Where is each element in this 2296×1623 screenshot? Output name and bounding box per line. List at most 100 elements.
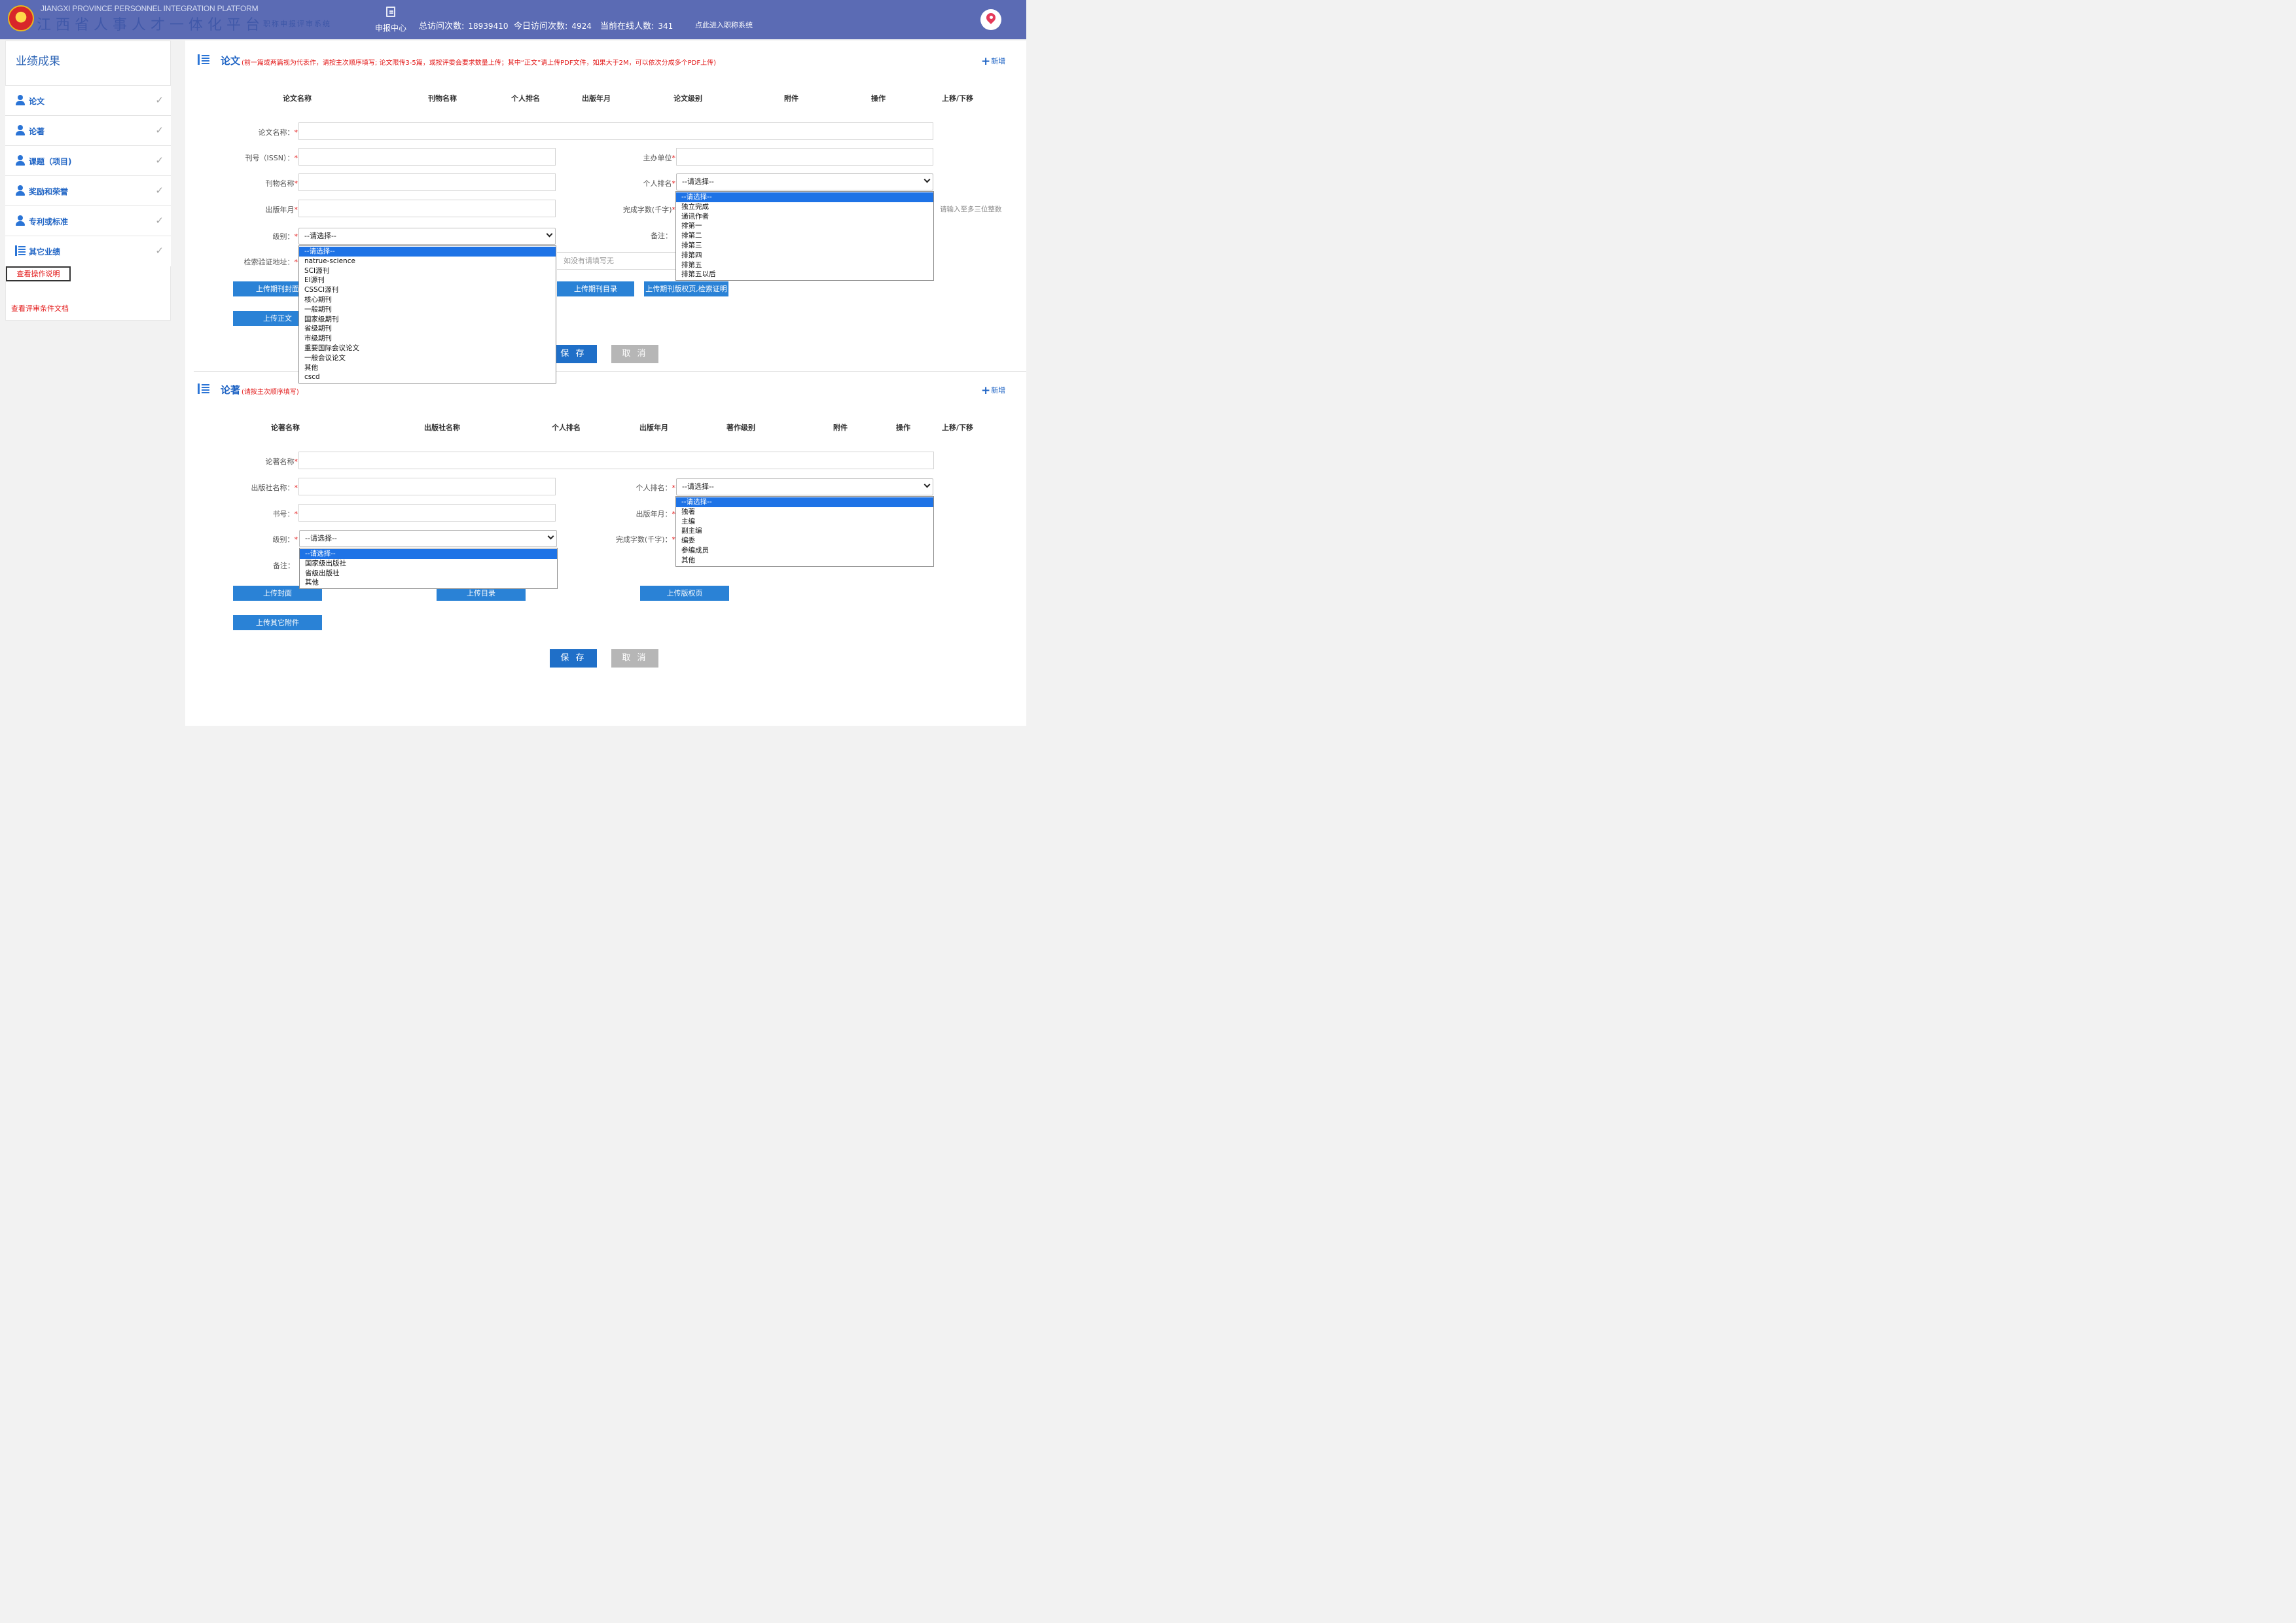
paper-name-label: 论文名称：* — [258, 128, 298, 137]
dropdown-option[interactable]: 排第四 — [681, 251, 702, 259]
book-level-select[interactable]: --请选择-- — [299, 530, 557, 547]
check-icon: ✓ — [155, 94, 164, 106]
upload-other-attachments-button[interactable]: 上传其它附件 — [233, 615, 322, 630]
dropdown-option[interactable]: 一般会议论文 — [304, 353, 346, 362]
dropdown-option[interactable]: 省级出版社 — [305, 569, 340, 577]
paper-remark-label: 备注： — [651, 232, 672, 240]
paper-sponsor-input[interactable] — [676, 148, 933, 166]
list-icon — [198, 383, 209, 394]
dropdown-option[interactable]: natrue-science — [304, 257, 355, 265]
document-icon[interactable] — [386, 7, 395, 17]
dropdown-option[interactable]: 其他 — [304, 363, 318, 372]
book-rank-dropdown: --请选择-- 独著 主编 副主编 编委 参编成员 其他 — [675, 496, 934, 567]
dropdown-option[interactable]: --请选择-- — [299, 247, 556, 257]
paper-level-select[interactable]: --请选择-- — [298, 228, 556, 245]
upload-copyright-button[interactable]: 上传版权页 — [640, 586, 729, 601]
dropdown-option[interactable]: 其他 — [305, 579, 319, 587]
sidebar-item-awards[interactable]: 奖励和荣誉 ✓ — [5, 175, 171, 205]
dropdown-option[interactable]: 省级期刊 — [304, 325, 332, 333]
dropdown-option[interactable]: 核心期刊 — [304, 295, 332, 304]
dropdown-option[interactable]: 市级期刊 — [304, 334, 332, 343]
dropdown-option[interactable]: 其他 — [681, 556, 695, 564]
paper-sponsor-label: 主办单位* — [643, 154, 676, 162]
paper-save-button[interactable]: 保 存 — [550, 345, 597, 363]
chevron-down-icon — [924, 481, 931, 488]
dropdown-option[interactable]: cscd — [304, 373, 320, 382]
dropdown-option[interactable]: --请选择-- — [676, 497, 933, 507]
chevron-down-icon — [547, 533, 554, 540]
dropdown-option[interactable]: 主编 — [681, 517, 695, 526]
book-col-header: 出版年月 — [639, 423, 668, 432]
book-add-button[interactable]: +新增 — [981, 384, 1006, 397]
dropdown-option[interactable]: 国家级出版社 — [305, 559, 346, 567]
sidebar-item-label: 其它业绩 — [29, 247, 61, 257]
dropdown-option[interactable]: 排第二 — [681, 232, 702, 240]
book-publisher-label: 出版社名称：* — [251, 484, 298, 492]
dropdown-option[interactable]: 排第一 — [681, 222, 702, 230]
paper-col-header: 论文名称 — [283, 94, 312, 103]
dropdown-option[interactable]: --请选择-- — [300, 549, 557, 559]
dropdown-option[interactable]: 排第五以后 — [681, 270, 716, 279]
user-icon — [15, 155, 25, 166]
brand-english-title: JIANGXI PROVINCE PERSONNEL INTEGRATION P… — [41, 4, 259, 13]
user-icon — [15, 185, 25, 196]
dropdown-option[interactable]: 排第五 — [681, 260, 702, 269]
paper-name-input[interactable] — [298, 122, 933, 140]
paper-cancel-button[interactable]: 取 消 — [611, 345, 658, 363]
sidebar-item-paper[interactable]: 论文 ✓ — [5, 85, 171, 115]
book-col-header: 个人排名 — [552, 423, 581, 432]
enter-title-system-link[interactable]: 点此进入职称系统 — [695, 21, 753, 29]
view-instructions-button[interactable]: 查看操作说明 — [6, 266, 71, 281]
book-cancel-button[interactable]: 取 消 — [611, 649, 658, 668]
book-col-header: 操作 — [896, 423, 910, 432]
dropdown-option[interactable]: 通讯作者 — [681, 212, 709, 221]
paper-issn-input[interactable] — [298, 148, 556, 166]
upload-journal-toc-button[interactable]: 上传期刊目录 — [557, 281, 634, 296]
upload-cover-button[interactable]: 上传封面 — [233, 586, 322, 601]
check-icon: ✓ — [155, 245, 164, 257]
paper-search-url-input[interactable]: 如没有请填写无 — [557, 252, 678, 270]
paper-rank-select[interactable]: --请选择-- — [676, 173, 933, 190]
book-isbn-label: 书号：* — [272, 510, 298, 518]
dropdown-option[interactable]: CSSCI源刊 — [304, 286, 339, 294]
book-col-header: 上移/下移 — [942, 423, 974, 432]
dropdown-option[interactable]: 排第三 — [681, 241, 702, 249]
nav-apply-center[interactable]: 申报中心 — [375, 24, 407, 33]
paper-section-note: (前一篇或两篇视为代表作，请按主次顺序填写; 论文限传3-5篇，或按评委会要求数… — [242, 60, 716, 67]
dropdown-option[interactable]: 一般期刊 — [304, 305, 332, 313]
upload-toc-button[interactable]: 上传目录 — [437, 586, 526, 601]
sidebar-item-label: 课题（项目) — [29, 157, 72, 166]
check-icon: ✓ — [155, 215, 164, 226]
paper-level-dropdown: --请选择-- natrue-science SCI源刊 EI源刊 CSSCI源… — [298, 245, 556, 384]
dropdown-option[interactable]: --请选择-- — [676, 192, 933, 202]
list-icon — [198, 54, 209, 65]
book-save-button[interactable]: 保 存 — [550, 649, 597, 668]
sidebar-item-patents[interactable]: 专利或标准 ✓ — [5, 205, 171, 236]
book-publisher-input[interactable] — [298, 478, 556, 495]
paper-add-button[interactable]: +新增 — [981, 55, 1006, 68]
dropdown-option[interactable]: 重要国际会议论文 — [304, 344, 359, 352]
paper-journal-input[interactable] — [298, 173, 556, 191]
paper-col-header: 上移/下移 — [942, 94, 974, 103]
dropdown-option[interactable]: 独立完成 — [681, 202, 709, 211]
dropdown-option[interactable]: 编委 — [681, 537, 695, 545]
dropdown-option[interactable]: 国家级期刊 — [304, 315, 339, 323]
sidebar-item-book[interactable]: 论著 ✓ — [5, 115, 171, 145]
sidebar-item-other[interactable]: 其它业绩 ✓ — [5, 236, 171, 266]
view-criteria-link[interactable]: 查看评审条件文档 — [11, 304, 69, 313]
book-rank-select[interactable]: --请选择-- — [676, 478, 933, 495]
dropdown-option[interactable]: 副主编 — [681, 527, 702, 535]
dropdown-option[interactable]: SCI源刊 — [304, 266, 330, 275]
paper-search-url-label: 检索验证地址：* — [243, 258, 298, 266]
sidebar-item-project[interactable]: 课题（项目) ✓ — [5, 145, 171, 175]
paper-date-input[interactable] — [298, 200, 556, 217]
paper-words-label: 完成字数(千字)* — [622, 205, 675, 214]
book-name-input[interactable] — [298, 452, 934, 469]
book-col-header: 著作级别 — [726, 423, 755, 432]
dropdown-option[interactable]: 独著 — [681, 507, 695, 516]
dropdown-option[interactable]: EI源刊 — [304, 276, 325, 285]
location-pin-icon[interactable] — [980, 9, 1001, 30]
book-isbn-input[interactable] — [298, 504, 556, 522]
upload-journal-copyright-button[interactable]: 上传期刊版权页,检索证明 — [644, 281, 728, 296]
dropdown-option[interactable]: 参编成员 — [681, 546, 709, 554]
